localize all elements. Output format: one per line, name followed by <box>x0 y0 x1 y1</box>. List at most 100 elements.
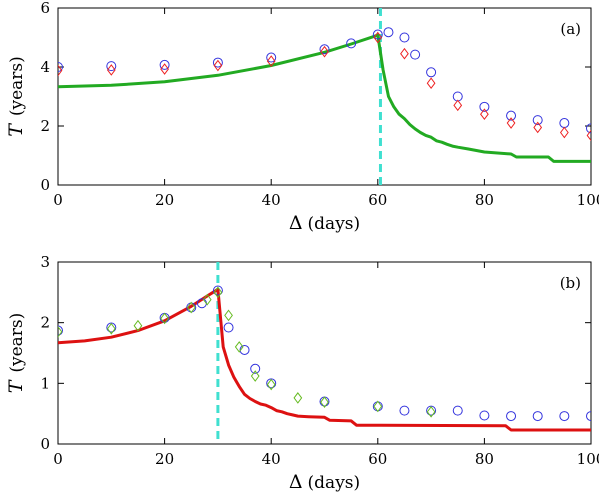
diamond-marker <box>250 370 260 382</box>
diamond-marker <box>224 309 233 322</box>
y-tick-label: 4 <box>40 58 50 76</box>
circle-marker <box>266 52 277 63</box>
x-tick-label: 40 <box>262 191 281 209</box>
x-tick-label: 60 <box>368 450 387 468</box>
diamond-marker <box>186 301 196 314</box>
y-axis-unit: (years) <box>7 313 27 373</box>
plot-area <box>58 8 591 185</box>
circle-marker <box>212 285 223 296</box>
x-tick-label: 40 <box>262 450 281 468</box>
circle-marker <box>212 57 223 68</box>
diamond-marker <box>426 77 436 90</box>
circle-marker <box>559 118 570 129</box>
circle-marker <box>319 44 330 55</box>
circle-marker <box>506 110 517 121</box>
y-axis-symbol: T <box>5 379 27 393</box>
x-axis-unit: (days) <box>308 214 361 234</box>
diamond-marker <box>106 322 116 335</box>
y-tick-label: 2 <box>40 314 50 332</box>
diamond-marker <box>293 392 303 404</box>
circle-marker <box>426 67 437 78</box>
diamond-marker <box>266 378 276 391</box>
panel-label: (b) <box>560 274 581 292</box>
model-curve <box>58 33 591 163</box>
diamond-marker <box>453 99 463 112</box>
diamond-marker <box>106 64 116 76</box>
circle-marker <box>586 411 591 422</box>
diamond-marker <box>160 63 169 75</box>
x-tick-label: 20 <box>155 191 174 209</box>
y-tick-label: 1 <box>40 374 50 392</box>
panel-label: (a) <box>560 20 581 38</box>
x-tick-label: 0 <box>53 450 63 468</box>
circle-marker <box>410 49 421 60</box>
circle-marker <box>106 61 117 72</box>
circle-marker <box>159 59 170 70</box>
circle-marker <box>250 363 261 374</box>
circle-marker <box>479 101 490 112</box>
diamond-marker <box>373 400 383 413</box>
circle-marker <box>399 405 410 416</box>
circle-marker <box>532 115 543 126</box>
circle-marker <box>479 410 490 421</box>
x-axis-symbol: Δ <box>289 212 303 234</box>
y-axis-symbol: T <box>5 123 27 137</box>
y-tick-label: 0 <box>40 435 50 453</box>
diamond-marker <box>320 396 329 408</box>
diamond-marker <box>480 108 489 121</box>
circle-marker <box>58 325 63 336</box>
circle-marker <box>58 62 63 72</box>
x-tick-label: 100 <box>577 191 599 209</box>
circle-marker <box>372 29 383 40</box>
circle-marker <box>532 411 543 422</box>
y-tick-label: 6 <box>40 0 50 17</box>
diamond-marker <box>58 325 63 338</box>
diamond-marker <box>506 117 516 129</box>
model-curve <box>58 287 591 432</box>
x-tick-label: 80 <box>475 191 494 209</box>
x-tick-label: 100 <box>577 450 599 468</box>
circle-marker <box>559 411 570 422</box>
diamond-marker <box>533 121 543 134</box>
circle-marker <box>383 27 394 38</box>
circle-marker <box>346 38 357 49</box>
circle-marker <box>223 322 234 333</box>
y-tick-label: 3 <box>40 253 50 271</box>
panel-a: 0 20 40 60 80 100 0 2 4 6 Δ(days) T (years) (a) <box>5 0 599 234</box>
x-axis-title: Δ (days) <box>289 471 360 493</box>
plot-frame <box>57 261 592 445</box>
circle-marker <box>239 344 250 355</box>
panel-b: 0 20 40 60 80 100 0 1 2 3 Δ(days) T (years) (b) <box>5 253 599 493</box>
diamond-marker <box>213 59 223 72</box>
diamond-marker <box>133 319 143 332</box>
circle-marker <box>586 123 591 134</box>
y-axis-title: T (years) <box>5 56 27 137</box>
x-tick-label: 0 <box>53 191 63 209</box>
diamond-marker <box>586 129 591 142</box>
y-axis-title: T (years) <box>5 313 27 394</box>
x-axis-symbol: Δ <box>289 471 303 493</box>
diamond-marker <box>373 31 383 44</box>
diamond-marker <box>234 341 244 353</box>
diamond-marker <box>320 45 329 58</box>
x-axis-unit: (days) <box>308 473 361 493</box>
plot-frame <box>57 7 592 186</box>
x-tick-label: 80 <box>475 450 494 468</box>
diamond-marker <box>202 293 212 306</box>
circle-marker <box>506 411 517 422</box>
diamond-marker <box>213 286 223 299</box>
diamond-marker <box>559 126 569 139</box>
y-axis-unit: (years) <box>7 56 27 116</box>
diamond-marker <box>400 47 409 60</box>
x-tick-label: 60 <box>368 191 387 209</box>
y-tick-label: 2 <box>40 117 50 135</box>
circle-marker <box>452 405 463 416</box>
diamond-marker <box>160 312 169 325</box>
y-tick-label: 0 <box>40 176 50 194</box>
plot-area <box>58 262 591 444</box>
diamond-marker <box>266 55 276 67</box>
diamond-marker <box>426 406 436 418</box>
x-tick-label: 20 <box>155 450 174 468</box>
diamond-marker <box>58 64 63 77</box>
